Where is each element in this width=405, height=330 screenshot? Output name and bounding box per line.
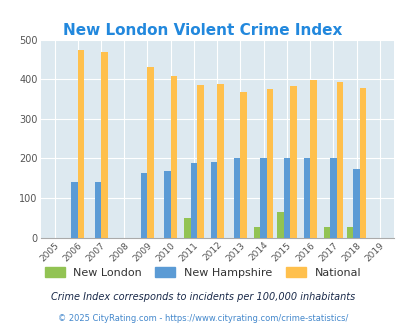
Bar	[171, 76, 177, 238]
Bar	[210, 162, 217, 238]
Bar	[303, 158, 309, 238]
Bar	[94, 182, 101, 238]
Bar	[290, 86, 296, 238]
Bar	[141, 174, 147, 238]
Bar	[190, 163, 197, 238]
Bar	[253, 226, 260, 238]
Bar	[147, 67, 153, 238]
Text: Crime Index corresponds to incidents per 100,000 inhabitants: Crime Index corresponds to incidents per…	[51, 292, 354, 302]
Bar	[217, 84, 223, 238]
Bar	[352, 170, 359, 238]
Bar	[240, 92, 246, 238]
Bar	[359, 87, 365, 238]
Bar	[78, 50, 84, 238]
Legend: New London, New Hampshire, National: New London, New Hampshire, National	[40, 263, 365, 282]
Bar	[329, 158, 336, 238]
Text: © 2025 CityRating.com - https://www.cityrating.com/crime-statistics/: © 2025 CityRating.com - https://www.city…	[58, 314, 347, 323]
Bar	[260, 158, 266, 238]
Bar	[277, 212, 283, 238]
Bar	[233, 158, 240, 238]
Bar	[164, 171, 171, 238]
Bar	[336, 82, 342, 238]
Bar	[266, 89, 273, 238]
Text: New London Violent Crime Index: New London Violent Crime Index	[63, 23, 342, 38]
Bar	[346, 226, 352, 238]
Bar	[323, 226, 329, 238]
Bar	[283, 158, 290, 238]
Bar	[197, 85, 203, 238]
Bar	[309, 81, 316, 238]
Bar	[71, 182, 78, 238]
Bar	[101, 52, 107, 238]
Bar	[184, 218, 190, 238]
